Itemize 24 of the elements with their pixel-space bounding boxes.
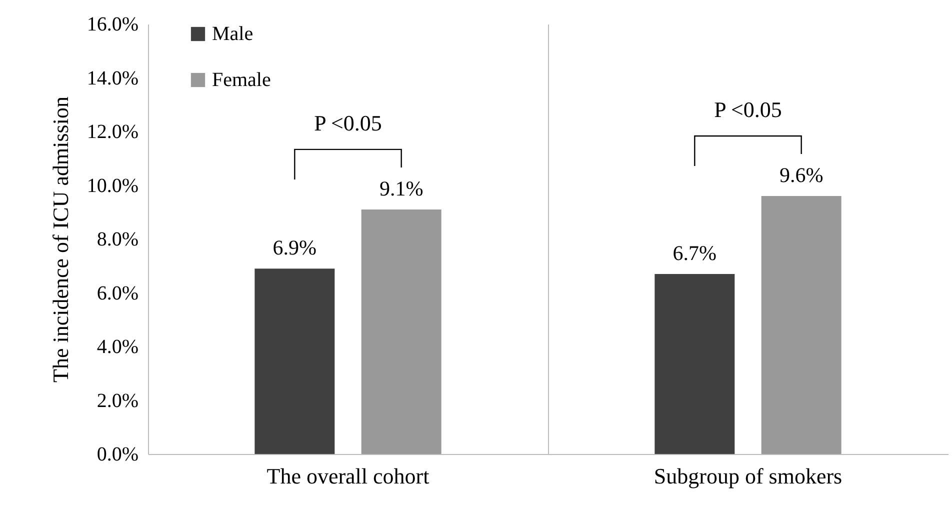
- legend-label: Female: [212, 69, 271, 91]
- data-label: 6.7%: [672, 240, 717, 265]
- y-tick-label: 10.0%: [86, 174, 138, 197]
- bar: [361, 209, 442, 454]
- y-tick-label: 16.0%: [86, 14, 138, 36]
- data-label: 6.9%: [272, 236, 317, 260]
- y-tick-label: 4.0%: [96, 336, 138, 358]
- legend-label: Male: [212, 23, 254, 45]
- annotation: P <0.05: [714, 97, 782, 122]
- bar: [654, 274, 735, 454]
- data-label: 9.6%: [779, 163, 824, 187]
- y-tick-label: 6.0%: [96, 282, 138, 304]
- y-tick-label: 0.0%: [96, 444, 138, 466]
- y-tick-label: 2.0%: [96, 390, 138, 412]
- annotation: P <0.05: [314, 110, 382, 136]
- y-tick-label: 8.0%: [96, 228, 138, 250]
- bar: [761, 196, 842, 454]
- bar: [254, 268, 335, 454]
- data-label: 9.1%: [379, 176, 424, 200]
- y-tick-label: 14.0%: [86, 67, 138, 90]
- x-tick-label: The overall cohort: [266, 464, 430, 488]
- y-axis-title: The incidence of ICU admission: [48, 96, 73, 382]
- x-tick-label: Subgroup of smokers: [654, 464, 842, 488]
- y-tick-label: 12.0%: [86, 121, 138, 143]
